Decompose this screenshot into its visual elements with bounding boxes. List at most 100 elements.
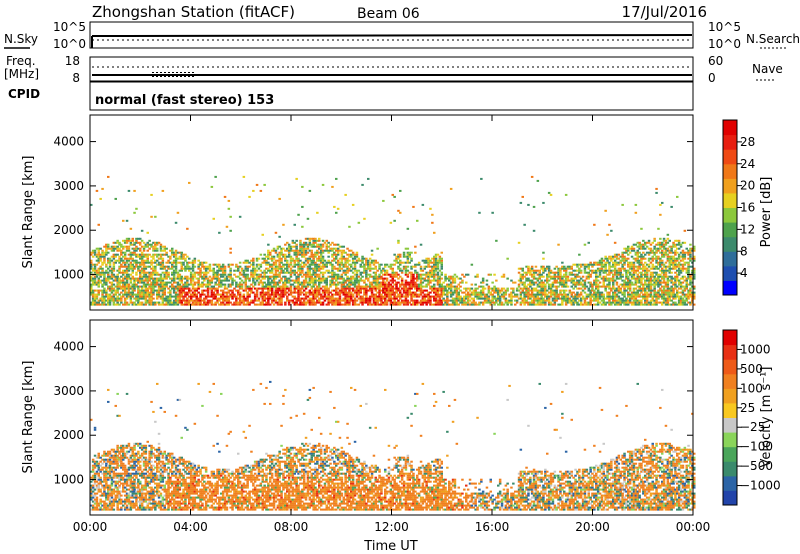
power-cell	[406, 261, 410, 264]
power-cell	[434, 257, 438, 260]
power-cell	[123, 287, 127, 290]
power-cell	[188, 267, 191, 270]
power-cell	[284, 249, 287, 252]
power-cell	[227, 291, 231, 294]
power-cell	[431, 257, 434, 260]
power-cell	[308, 275, 312, 278]
power-cell	[156, 249, 159, 252]
power-cell	[116, 303, 119, 306]
power-cell	[101, 293, 104, 296]
power-cell	[197, 287, 200, 290]
power-cell	[382, 283, 385, 286]
power-cell	[120, 287, 123, 290]
power-cell	[591, 293, 594, 296]
power-cell	[487, 297, 491, 300]
power-cell	[248, 289, 251, 292]
power-cell	[495, 279, 498, 282]
power-cell	[310, 301, 313, 304]
power-cell	[293, 241, 296, 244]
power-cell	[421, 285, 425, 288]
power-cell	[323, 287, 327, 290]
power-cell	[312, 237, 315, 240]
power-cell	[272, 247, 276, 250]
power-cell	[465, 273, 468, 276]
power-cell	[547, 271, 551, 274]
power-cell	[255, 265, 259, 268]
power-cell	[561, 267, 564, 270]
power-cell	[489, 273, 492, 276]
power-cell	[329, 271, 332, 274]
power-cell	[233, 269, 236, 272]
power-cell	[286, 241, 289, 244]
power-cell	[250, 283, 253, 286]
power-cell	[287, 251, 291, 254]
power-cell	[116, 249, 119, 252]
power-cell	[127, 285, 131, 288]
power-cell	[410, 287, 413, 290]
power-cell	[557, 297, 560, 300]
power-cell	[372, 275, 376, 278]
power-cell	[176, 287, 180, 290]
power-cell	[527, 279, 530, 282]
power-cell	[640, 267, 643, 270]
power-cell	[90, 203, 93, 206]
power-cell	[112, 261, 116, 264]
power-cell	[146, 287, 149, 290]
power-cell	[510, 299, 513, 302]
power-cell	[455, 293, 459, 296]
power-cell	[284, 267, 287, 270]
power-cell	[359, 297, 362, 300]
power-cell	[367, 267, 370, 270]
power-cell	[374, 299, 377, 302]
power-cell	[576, 273, 579, 276]
power-cell	[240, 295, 244, 298]
power-cell	[99, 279, 102, 282]
power-cell	[107, 285, 110, 288]
power-cell	[365, 277, 368, 280]
power-cell	[549, 291, 553, 294]
power-cell	[176, 277, 180, 280]
power-cell	[270, 271, 274, 274]
power-cell	[536, 297, 540, 300]
power-cell	[448, 283, 451, 286]
power-cell	[214, 175, 217, 178]
power-cell	[532, 269, 536, 272]
power-cell	[583, 283, 587, 286]
power-cell	[338, 245, 342, 248]
power-cell	[156, 283, 159, 286]
power-cell	[530, 303, 534, 306]
power-cell	[135, 271, 138, 274]
power-cell	[105, 289, 108, 292]
power-cell	[331, 249, 334, 252]
power-cell	[530, 267, 534, 270]
power-cell	[99, 255, 102, 258]
power-cell	[391, 285, 394, 288]
power-cell	[152, 253, 155, 256]
power-cell	[336, 207, 340, 210]
power-cell	[110, 295, 114, 298]
power-cell	[259, 291, 263, 294]
power-cell	[578, 281, 581, 284]
power-cell	[101, 285, 104, 288]
power-cell	[621, 299, 624, 302]
power-cell	[530, 293, 534, 296]
power-cell	[252, 273, 255, 276]
power-cell	[359, 299, 362, 302]
power-cell	[574, 293, 577, 296]
power-cell	[621, 253, 624, 256]
power-cell	[416, 301, 419, 304]
power-cell	[493, 301, 496, 304]
power-cell	[133, 303, 136, 306]
power-cell	[244, 275, 247, 278]
power-cell	[193, 283, 197, 286]
power-cell	[563, 265, 566, 268]
power-cell	[306, 217, 310, 220]
power-cell	[372, 263, 376, 266]
power-cell	[387, 299, 391, 302]
power-cell	[417, 273, 421, 276]
power-cell	[218, 265, 221, 268]
power-cell	[406, 291, 410, 294]
power-cell	[340, 251, 344, 254]
power-cell	[289, 257, 293, 260]
power-cell	[561, 281, 564, 284]
